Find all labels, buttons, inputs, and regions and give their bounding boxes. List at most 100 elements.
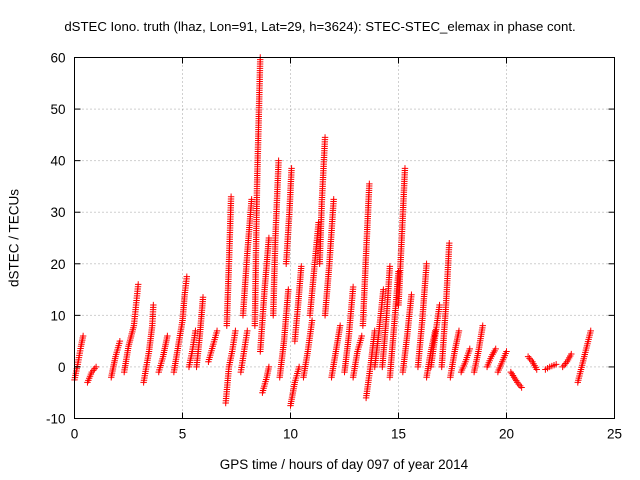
data-series-arc	[470, 322, 486, 376]
data-point	[587, 327, 594, 335]
data-series-arc	[276, 286, 292, 381]
data-series-arc	[185, 327, 199, 371]
data-point	[336, 322, 344, 329]
data-series-arc	[259, 363, 273, 396]
y-tick-label: 30	[50, 205, 65, 220]
data-series-arc	[483, 345, 499, 371]
data-series-arc	[282, 165, 295, 267]
data-point	[526, 355, 533, 362]
x-tick-label: 25	[607, 427, 622, 442]
data-series-arc	[438, 239, 453, 371]
data-point	[213, 327, 221, 335]
data-point	[183, 273, 191, 280]
plot-frame	[74, 57, 615, 419]
data-series-arc	[386, 268, 402, 381]
data-series-arc	[257, 234, 273, 355]
data-point	[479, 322, 486, 329]
ticks-layer: 0 5 10 15 20 25 -10 0 10 20 30 40 50 60	[46, 51, 622, 442]
data-point	[408, 291, 415, 298]
data-point	[265, 363, 273, 371]
data-point	[92, 363, 100, 371]
data-series-arc	[71, 332, 87, 384]
data-series-arc	[306, 219, 322, 319]
data-series-arc	[84, 363, 100, 386]
data-series-arc	[494, 348, 510, 376]
x-tick-label: 0	[71, 427, 79, 442]
data-point	[423, 260, 430, 267]
data-series-arc	[239, 196, 255, 319]
data-point	[446, 239, 453, 247]
data-point	[466, 345, 473, 353]
data-point	[192, 327, 199, 335]
y-axis-label: dSTEC / TECUs	[6, 188, 22, 288]
x-tick-label: 20	[499, 427, 514, 442]
data-point	[288, 165, 295, 172]
data-series-arc	[507, 368, 525, 391]
data-series-arc	[395, 165, 409, 309]
data-point	[91, 365, 98, 372]
data-series-arc	[205, 327, 221, 365]
data-series-arc	[427, 301, 443, 371]
data-series-arc	[349, 332, 365, 381]
data-series-arc	[371, 286, 387, 371]
data-point	[560, 362, 568, 369]
data-series-arc	[300, 317, 316, 381]
x-tick-label: 10	[283, 427, 298, 442]
data-point	[568, 350, 575, 358]
data-series-arc	[359, 180, 373, 329]
data-point	[295, 363, 303, 371]
data-series-arc	[108, 337, 124, 381]
data-series-arc	[542, 361, 560, 373]
data-point	[552, 361, 560, 368]
data-series-arc	[251, 54, 264, 329]
data-point	[265, 234, 273, 242]
data-series-arc	[170, 273, 191, 376]
data-series-arc	[447, 327, 463, 381]
data-series-arc	[316, 134, 329, 267]
data-point	[401, 165, 409, 172]
data-series-arc	[140, 301, 157, 386]
data-series-arc	[328, 322, 344, 381]
data-point	[518, 384, 525, 391]
data-series-arc	[155, 332, 171, 376]
data-series-arc	[223, 193, 235, 329]
y-tick-label: -10	[46, 412, 66, 427]
y-tick-label: 20	[50, 257, 65, 272]
data-series-arc	[362, 327, 378, 402]
data-series-arc	[321, 196, 337, 319]
data-point	[455, 327, 463, 335]
data-series-arc	[379, 263, 394, 371]
data-point	[79, 332, 87, 340]
y-tick-label: 40	[50, 154, 65, 169]
data-series-arc	[287, 363, 303, 409]
grid-layer	[74, 57, 615, 419]
data-point	[380, 286, 387, 293]
data-point	[116, 337, 124, 345]
data-series-arc	[237, 327, 251, 376]
data-series-arc	[574, 327, 594, 386]
chart-title: dSTEC Iono. truth (lhaz, Lon=91, Lat=29,…	[64, 19, 576, 34]
data-series-arc	[270, 157, 282, 319]
data-point	[244, 327, 251, 335]
data-point	[164, 332, 171, 340]
data-point	[135, 281, 142, 288]
data-series-arc	[120, 281, 142, 376]
data-point	[298, 263, 305, 270]
data-point	[533, 366, 540, 373]
data-series-arc	[341, 283, 357, 376]
y-tick-label: 0	[58, 360, 66, 375]
x-tick-label: 5	[179, 427, 187, 442]
data-point	[386, 263, 394, 270]
data-point	[358, 332, 365, 340]
data-point	[150, 301, 157, 309]
data-point	[503, 348, 510, 355]
data-series-arc	[193, 294, 207, 371]
data-point	[559, 363, 566, 371]
y-tick-label: 60	[50, 51, 65, 66]
data-series-arc	[291, 263, 305, 345]
x-tick-label: 15	[391, 427, 406, 442]
data-point	[308, 317, 316, 324]
data-series-arc	[559, 350, 575, 371]
data-point	[524, 353, 532, 360]
